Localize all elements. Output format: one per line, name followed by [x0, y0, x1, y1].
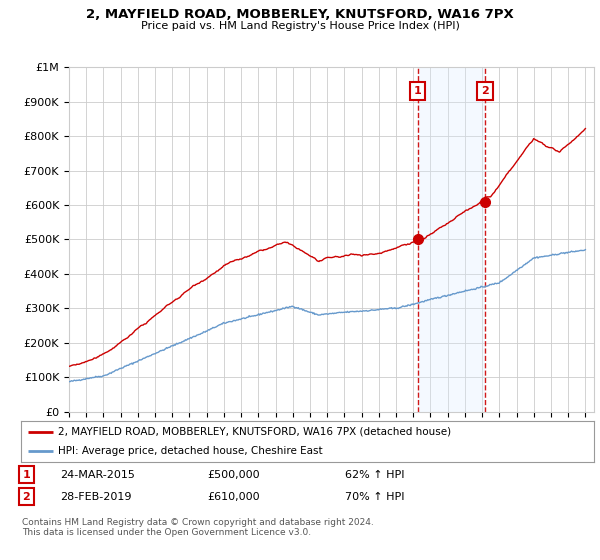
Text: Price paid vs. HM Land Registry's House Price Index (HPI): Price paid vs. HM Land Registry's House … [140, 21, 460, 31]
Text: £500,000: £500,000 [207, 470, 260, 480]
Text: 1: 1 [22, 470, 30, 480]
Text: £610,000: £610,000 [207, 492, 260, 502]
Text: 1: 1 [413, 86, 421, 96]
Text: 70% ↑ HPI: 70% ↑ HPI [345, 492, 404, 502]
Text: 2, MAYFIELD ROAD, MOBBERLEY, KNUTSFORD, WA16 7PX: 2, MAYFIELD ROAD, MOBBERLEY, KNUTSFORD, … [86, 8, 514, 21]
Text: HPI: Average price, detached house, Cheshire East: HPI: Average price, detached house, Ches… [58, 446, 323, 456]
Text: 24-MAR-2015: 24-MAR-2015 [60, 470, 135, 480]
Text: Contains HM Land Registry data © Crown copyright and database right 2024.
This d: Contains HM Land Registry data © Crown c… [22, 518, 374, 538]
Text: 28-FEB-2019: 28-FEB-2019 [60, 492, 131, 502]
Text: 2, MAYFIELD ROAD, MOBBERLEY, KNUTSFORD, WA16 7PX (detached house): 2, MAYFIELD ROAD, MOBBERLEY, KNUTSFORD, … [58, 427, 451, 437]
Text: 2: 2 [22, 492, 30, 502]
Bar [418, 67, 485, 412]
Text: 2: 2 [481, 86, 489, 96]
Text: 62% ↑ HPI: 62% ↑ HPI [345, 470, 404, 480]
